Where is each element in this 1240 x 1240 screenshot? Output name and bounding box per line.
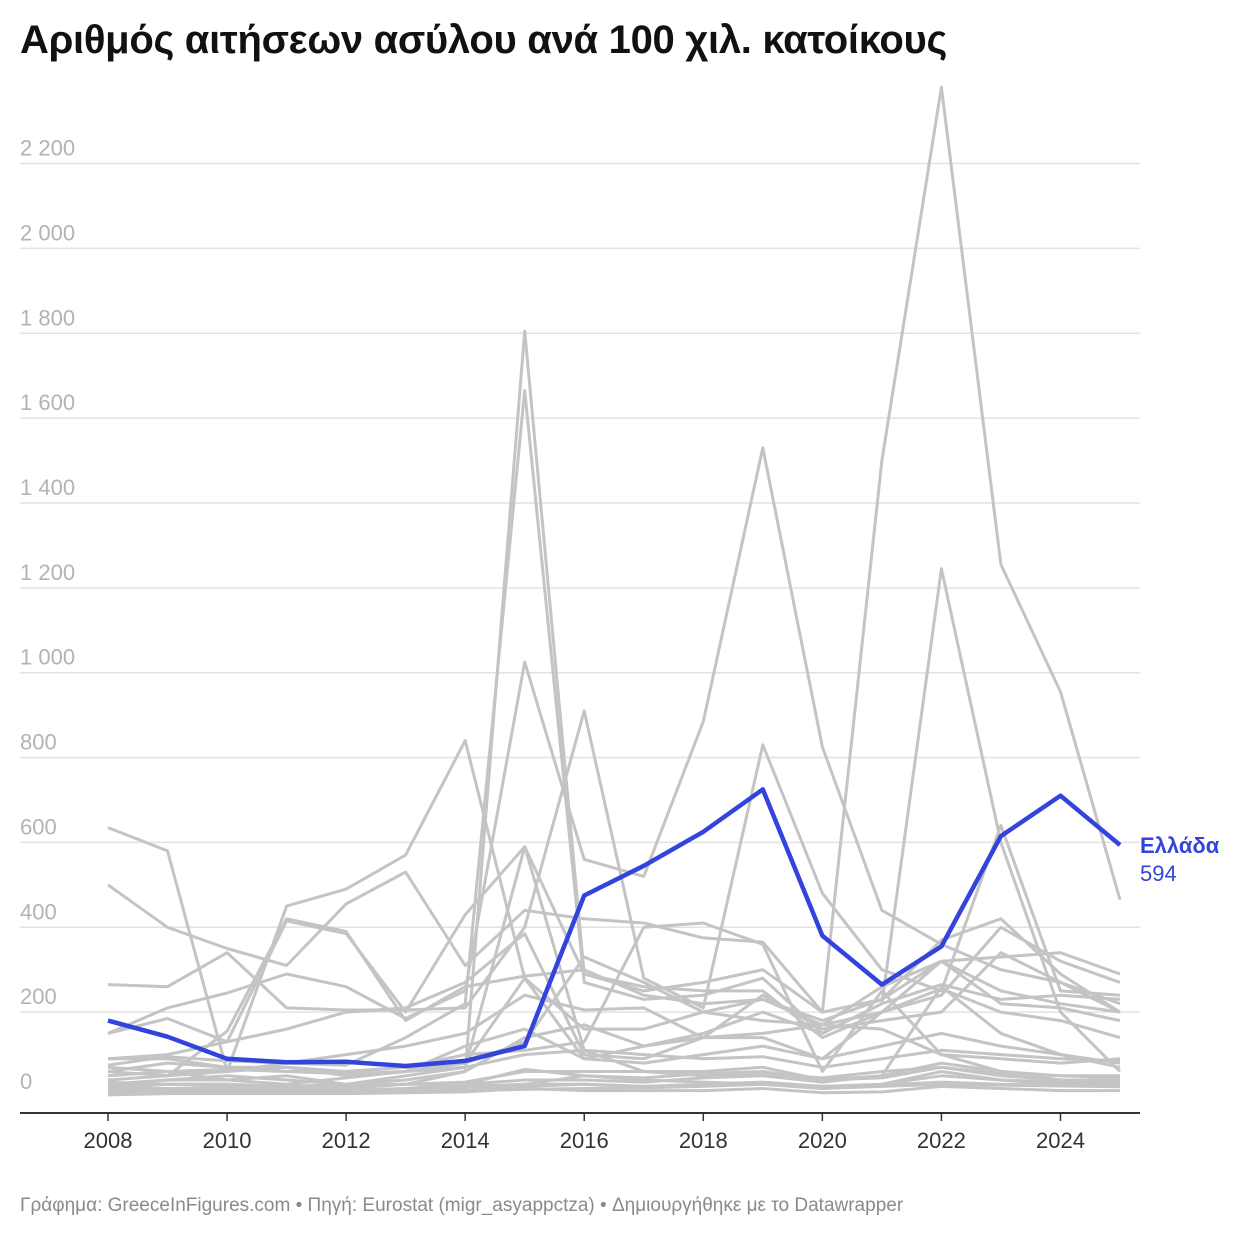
x-axis-ticks: 2008 2010 2012 2014 2016 2018 2020 2022 2024: [84, 1113, 1085, 1153]
background-series: [107, 85, 1122, 1097]
background-series-line: [107, 1065, 1120, 1088]
line-chart: 0 200 400 600 800 1 000 1 200 1 400 1 600 1 800 2 …: [20, 85, 1220, 1153]
highlight-series-line: [107, 787, 1122, 1069]
x-tick-label: 2018: [679, 1128, 728, 1153]
y-tick-label: 1 200: [20, 560, 75, 585]
y-tick-label: 1 800: [20, 305, 75, 330]
highlight-series-label: Ελλάδα: [1140, 833, 1220, 858]
grid-lines: [20, 162, 1140, 1013]
background-series-line: [107, 85, 1122, 1086]
x-tick-label: 2016: [560, 1128, 609, 1153]
x-tick-label: 2022: [917, 1128, 966, 1153]
y-tick-label: 800: [20, 730, 57, 755]
background-series-line: [107, 932, 1121, 1061]
y-axis-ticks: 0 200 400 600 800 1 000 1 200 1 400 1 600 1 800 2 …: [20, 136, 75, 1094]
background-series-line: [107, 1080, 1121, 1095]
y-tick-label: 600: [20, 814, 57, 839]
background-series-line: [107, 955, 1121, 1078]
y-tick-label: 2 200: [20, 136, 75, 161]
background-series-line: [107, 845, 1121, 1086]
x-tick-label: 2020: [798, 1128, 847, 1153]
background-series-line: [107, 739, 1121, 1073]
background-series-line: [107, 870, 1121, 1014]
y-tick-label: 400: [20, 899, 57, 924]
highlight-value-label: 594: [1140, 861, 1177, 886]
x-tick-label: 2008: [84, 1128, 133, 1153]
x-tick-label: 2024: [1036, 1128, 1085, 1153]
y-tick-label: 1 600: [20, 390, 75, 415]
x-tick-label: 2010: [203, 1128, 252, 1153]
background-series-line: [107, 1082, 1121, 1096]
background-series-line: [107, 845, 1121, 1061]
y-tick-label: 1 000: [20, 645, 75, 670]
y-tick-label: 200: [20, 984, 57, 1009]
y-tick-label: 1 400: [20, 475, 75, 500]
background-series-line: [107, 1048, 1121, 1076]
x-tick-label: 2012: [322, 1128, 371, 1153]
chart-footer: Γράφημα: GreeceInFigures.com • Πηγή: Eur…: [20, 1195, 904, 1216]
x-tick-label: 2014: [441, 1128, 490, 1153]
y-tick-label: 2 000: [20, 220, 75, 245]
y-tick-label: 0: [20, 1069, 32, 1094]
background-series-line: [107, 709, 1121, 1012]
chart-title: Αριθμός αιτήσεων ασύλου ανά 100 χιλ. κατ…: [20, 18, 948, 62]
background-series-line: [107, 446, 1121, 1035]
highlight-series: [107, 787, 1122, 1069]
